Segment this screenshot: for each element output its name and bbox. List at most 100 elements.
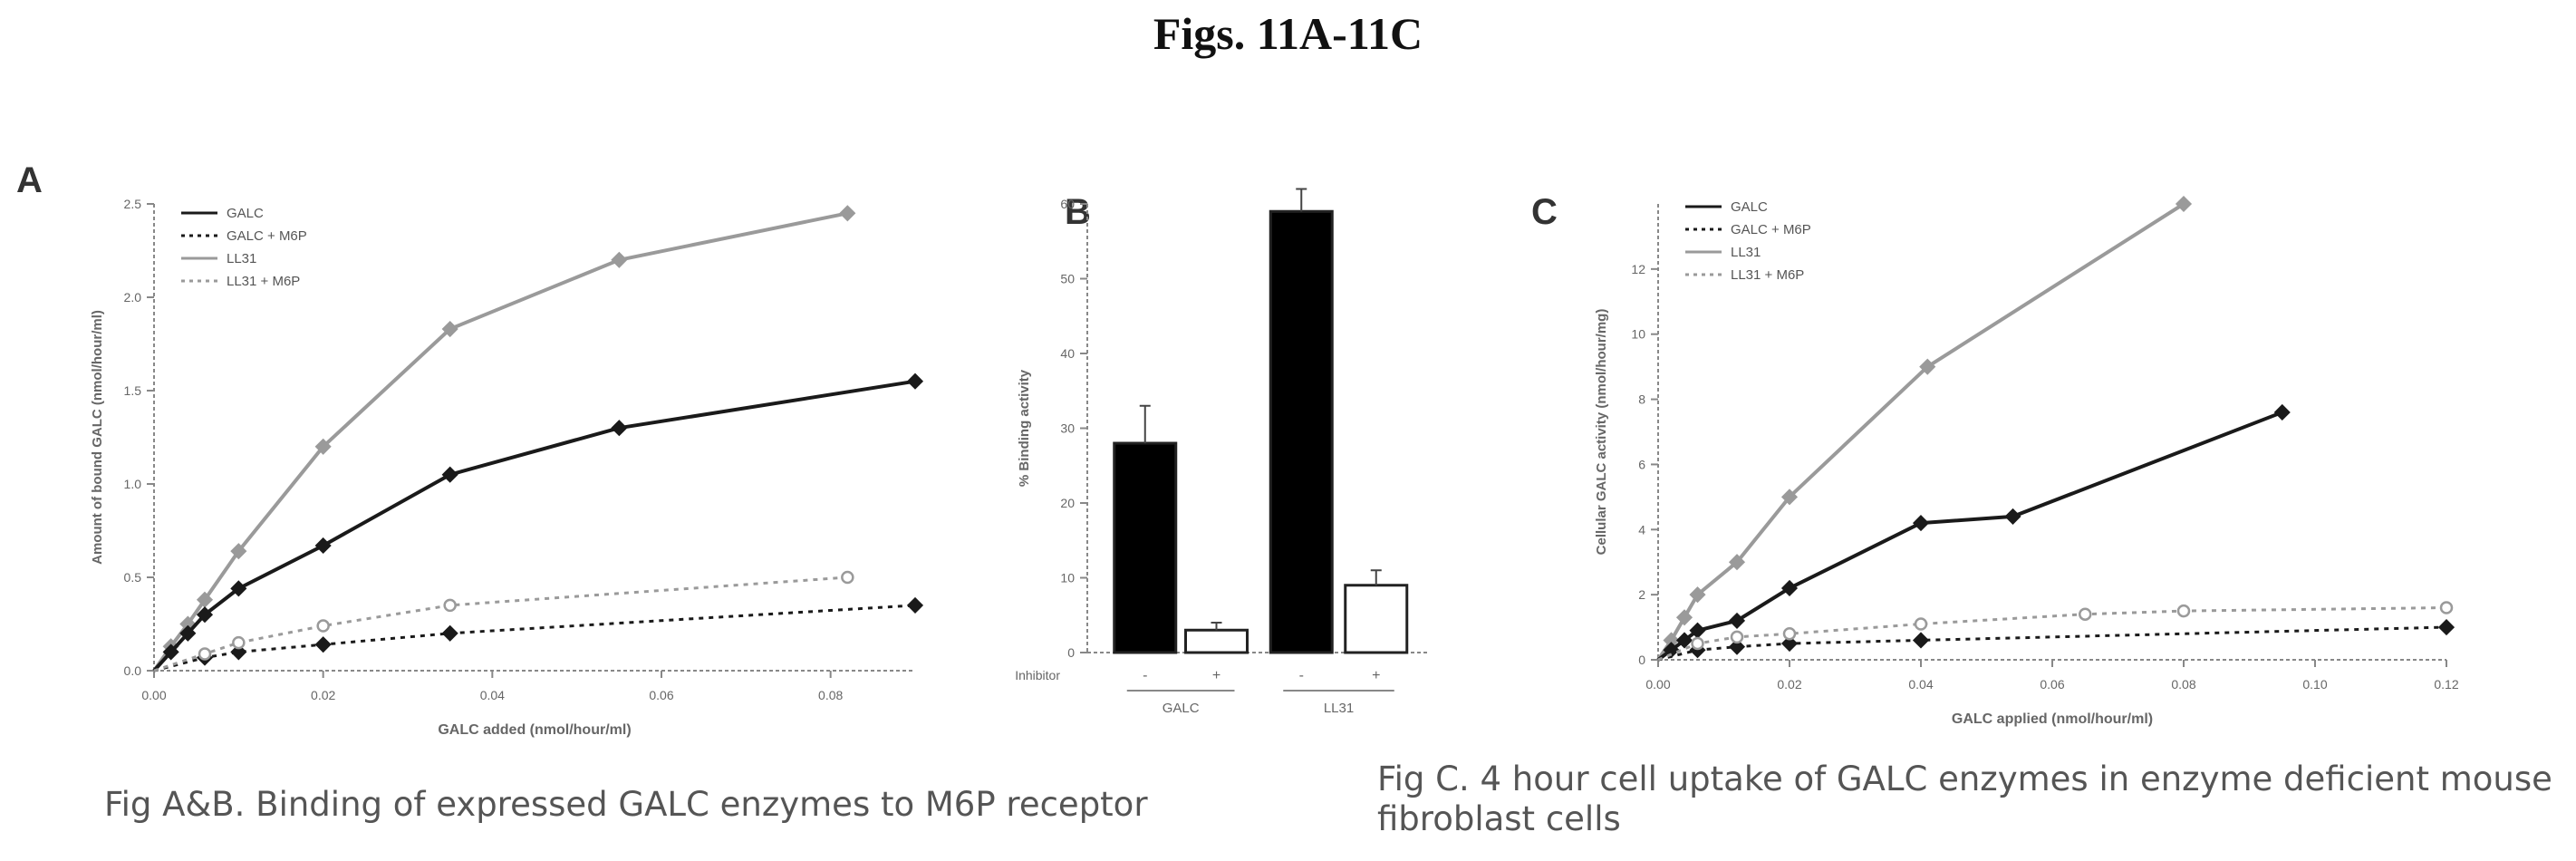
legend-label-A: GALC + M6P xyxy=(227,228,307,244)
bar-galc-plus xyxy=(1184,628,1249,654)
legend-label-C: LL31 xyxy=(1731,245,1761,260)
data-point-C-3 xyxy=(1782,627,1797,641)
data-point-A-2 xyxy=(906,596,924,614)
data-point-A-0 xyxy=(611,251,628,268)
y-tick-label-C: 10 xyxy=(1631,327,1645,342)
bar-ll31-plus xyxy=(1344,584,1409,654)
y-tick-label-C: 12 xyxy=(1631,262,1645,276)
group-label: LL31 xyxy=(1324,701,1354,716)
caption-c-line1: Fig C. 4 hour cell uptake of GALC enzyme… xyxy=(1377,759,2552,798)
panel-label-A: A xyxy=(16,160,43,200)
y-tick-label-B: 50 xyxy=(1060,272,1075,286)
data-point-C-2 xyxy=(2437,619,2455,636)
group-label: GALC xyxy=(1163,701,1200,716)
y-axis-label-B: % Binding activity xyxy=(1017,369,1032,487)
data-point-A-1 xyxy=(230,580,247,597)
series-line-C-2 xyxy=(1657,625,2447,662)
data-point-A-0 xyxy=(839,205,856,222)
data-point-C-0 xyxy=(1919,358,1936,375)
legend-label-C: GALC xyxy=(1731,199,1768,215)
data-point-A-2 xyxy=(441,624,458,642)
data-point-A-1 xyxy=(162,643,179,661)
data-point-A-1 xyxy=(196,606,214,624)
y-tick-label-C: 4 xyxy=(1638,522,1645,537)
y-tick-label-B: 20 xyxy=(1060,496,1075,510)
series-line-C-1 xyxy=(1656,411,2283,662)
y-axis-label-C: Cellular GALC activity (nmol/hour/mg) xyxy=(1594,309,1609,556)
data-point-A-1 xyxy=(441,466,458,483)
y-tick-label-A: 0.5 xyxy=(124,570,142,585)
page-title: Figs. 11A-11C xyxy=(1153,8,1423,59)
x-tick-label-C: 0.12 xyxy=(2434,677,2458,692)
inhibitor-sign: - xyxy=(1143,668,1147,683)
y-tick-label-B: 60 xyxy=(1060,197,1075,211)
y-axis-label-A: Amount of bound GALC (nmol/hour/ml) xyxy=(90,310,105,565)
data-point-A-3 xyxy=(232,635,246,650)
inhibitor-sign: - xyxy=(1299,668,1304,683)
y-tick-label-B: 0 xyxy=(1067,645,1075,660)
x-tick-label-A: 0.02 xyxy=(311,688,335,702)
data-point-A-1 xyxy=(611,420,628,437)
data-point-C-3 xyxy=(1914,617,1928,631)
bar-ll31-minus xyxy=(1269,209,1334,654)
data-point-C-1 xyxy=(1675,632,1693,649)
x-tick-label-C: 0.04 xyxy=(1908,677,1933,692)
data-point-C-1 xyxy=(1912,515,1930,532)
data-point-A-2 xyxy=(230,643,247,661)
legend-label-A: LL31 xyxy=(227,251,256,266)
x-tick-label-A: 0.08 xyxy=(818,688,843,702)
series-line-C-3 xyxy=(1657,606,2447,662)
data-point-A-1 xyxy=(179,624,197,642)
data-point-A-3 xyxy=(198,647,212,661)
series-line-A-1 xyxy=(152,379,916,672)
y-tick-label-A: 0.0 xyxy=(124,663,142,678)
data-point-A-1 xyxy=(906,372,924,390)
data-point-C-2 xyxy=(1728,638,1746,655)
data-point-C-0 xyxy=(1689,586,1706,604)
data-point-A-0 xyxy=(441,320,458,338)
y-tick-label-C: 0 xyxy=(1638,653,1645,667)
y-tick-label-B: 10 xyxy=(1060,571,1075,585)
y-tick-label-C: 2 xyxy=(1638,587,1645,602)
data-point-A-0 xyxy=(230,543,247,560)
data-point-C-0 xyxy=(1728,554,1746,571)
y-tick-label-A: 2.0 xyxy=(124,290,142,305)
data-point-C-2 xyxy=(1780,634,1799,653)
data-point-C-0 xyxy=(1675,609,1693,626)
x-tick-label-A: 0.06 xyxy=(649,688,673,702)
series-line-A-3 xyxy=(153,576,848,672)
data-point-C-3 xyxy=(2176,604,2191,618)
bar-galc-minus xyxy=(1113,441,1178,654)
x-tick-label-C: 0.00 xyxy=(1645,677,1670,692)
x-tick-label-A: 0.04 xyxy=(480,688,505,702)
data-point-A-0 xyxy=(314,438,332,455)
data-point-A-3 xyxy=(841,570,854,585)
panel-label-C: C xyxy=(1531,192,1558,232)
caption-ab: Fig A&B. Binding of expressed GALC enzym… xyxy=(104,785,1148,824)
data-point-C-1 xyxy=(1780,579,1799,597)
data-point-C-3 xyxy=(1730,630,1744,644)
inhibitor-sign: + xyxy=(1212,668,1220,683)
x-tick-label-C: 0.10 xyxy=(2302,677,2327,692)
y-tick-label-C: 8 xyxy=(1638,392,1645,407)
y-tick-label-B: 30 xyxy=(1060,421,1075,436)
x-tick-label-C: 0.08 xyxy=(2171,677,2195,692)
data-point-A-3 xyxy=(443,598,457,613)
x-tick-label-C: 0.02 xyxy=(1777,677,1801,692)
y-tick-label-A: 1.0 xyxy=(124,477,142,491)
data-point-C-1 xyxy=(2004,508,2021,525)
data-point-C-1 xyxy=(2273,403,2291,421)
legend-label-A: GALC xyxy=(227,206,264,221)
data-point-C-3 xyxy=(2079,607,2092,621)
y-tick-label-A: 1.5 xyxy=(124,383,142,398)
data-point-C-3 xyxy=(1691,636,1704,651)
legend-label-C: GALC + M6P xyxy=(1731,222,1811,237)
data-point-C-0 xyxy=(2175,195,2193,213)
x-axis-label-C: GALC applied (nmol/hour/ml) xyxy=(1952,711,2153,727)
inhibitor-sign: + xyxy=(1372,668,1380,683)
x-tick-label-A: 0.00 xyxy=(141,688,166,702)
data-point-C-0 xyxy=(1780,489,1799,506)
y-tick-label-A: 2.5 xyxy=(124,197,142,211)
x-tick-label-C: 0.06 xyxy=(2040,677,2064,692)
